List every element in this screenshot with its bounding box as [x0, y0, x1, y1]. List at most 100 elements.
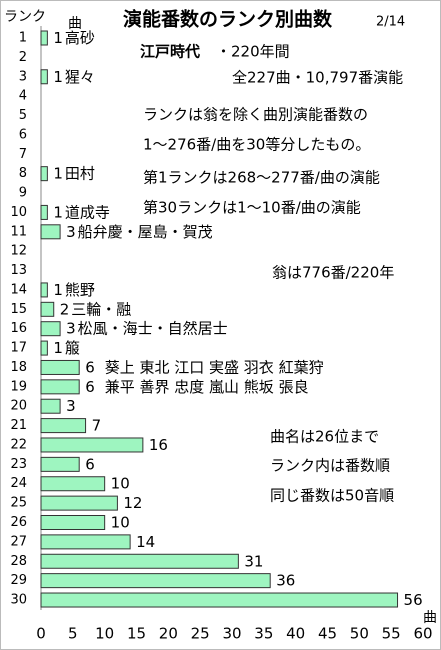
y-tick-label: 25 [10, 496, 27, 511]
bar [40, 476, 106, 492]
annotation: 第30ランクは1～10番/曲の演能 [143, 199, 361, 217]
bar [40, 592, 399, 608]
x-axis-label: 曲 [423, 610, 437, 626]
y-tick-label: 19 [10, 379, 27, 394]
value-label: 1 道成寺 [53, 203, 110, 221]
value-number: 1 [53, 29, 63, 47]
x-tick-label: 45 [318, 625, 337, 643]
bar [40, 204, 48, 220]
y-tick-label: 22 [10, 437, 27, 452]
y-tick-label: 4 [19, 89, 27, 104]
y-tick-label: 5 [19, 108, 27, 123]
value-number: 12 [123, 494, 142, 512]
piece-names: 道成寺 [65, 203, 110, 221]
value-label: 10 [111, 474, 130, 492]
value-label: 6 [85, 455, 95, 473]
bar [40, 30, 48, 46]
value-label: 12 [123, 494, 142, 512]
y-tick-label: 27 [10, 534, 27, 549]
value-number: 31 [244, 552, 263, 570]
x-tick-label: 30 [222, 625, 241, 643]
annotation: 同じ番数は50音順 [270, 487, 394, 505]
value-label: 56 [404, 591, 423, 609]
y-tick-label: 23 [10, 457, 27, 472]
annotation: 全227曲・10,797番演能 [232, 69, 403, 87]
y-tick-label: 8 [19, 166, 27, 181]
bar [40, 495, 118, 511]
y-tick-label: 28 [10, 554, 27, 569]
annotation: 第1ランクは268～277番/曲の演能 [143, 169, 380, 187]
value-label: 31 [244, 552, 263, 570]
piece-names: 高砂 [65, 29, 95, 47]
value-number: 10 [111, 474, 130, 492]
piece-names: 船弁慶・屋島・賀茂 [78, 222, 213, 240]
value-label: 3 船弁慶・屋島・賀茂 [66, 222, 213, 240]
value-label: 3 [66, 397, 76, 415]
y-unit-label: 曲 [68, 16, 82, 32]
value-number: 3 [66, 222, 76, 240]
annotation: 翁は776番/220年 [272, 264, 394, 282]
value-number: 6 [85, 455, 95, 473]
chart-title: 演能番数のランク別曲数 [123, 8, 333, 31]
y-tick-label: 15 [10, 302, 27, 317]
value-number: 1 [53, 280, 63, 298]
value-label: 16 [149, 435, 168, 453]
piece-names: 松風・海士・自然居士 [78, 319, 228, 337]
value-label: 1 熊野 [53, 280, 95, 298]
value-label: 1 高砂 [53, 29, 95, 47]
value-number: 56 [404, 591, 423, 609]
annotation: 曲名は26位まで [270, 428, 379, 446]
annotation: ランク内は番数順 [270, 457, 390, 475]
piece-names: 猩々 [65, 67, 95, 85]
value-label: 7 [92, 416, 102, 434]
x-tick-label: 10 [95, 625, 114, 643]
value-label: 6 兼平 善界 忠度 嵐山 熊坂 張良 [85, 377, 308, 395]
bar [40, 321, 61, 337]
y-tick-label: 12 [10, 244, 27, 259]
annotation: ランクは翁を除く曲別演能番数の [143, 106, 368, 124]
bar [40, 573, 271, 589]
value-number: 2 [60, 300, 70, 318]
value-number: 1 [53, 203, 63, 221]
y-tick-label: 29 [10, 573, 27, 588]
bar [40, 456, 80, 472]
x-tick-label: 40 [286, 625, 305, 643]
value-label: 2 三輪・融 [60, 300, 132, 318]
value-label: 36 [276, 571, 295, 589]
x-tick-label: 60 [413, 625, 432, 643]
piece-names: 箙 [65, 339, 80, 357]
x-tick-label: 55 [382, 625, 401, 643]
y-tick-label: 7 [19, 147, 27, 162]
bar [40, 359, 80, 375]
annotation: 1～276番/曲を30等分したもの。 [143, 136, 370, 154]
value-number: 3 [66, 397, 76, 415]
value-label: 1 田村 [53, 164, 95, 182]
chart-subtitle: 2/14 [376, 15, 405, 30]
value-label: 14 [136, 532, 155, 550]
y-tick-label: 1 [19, 31, 27, 46]
value-number: 1 [53, 67, 63, 85]
bar [40, 398, 61, 414]
y-tick-label: 18 [10, 360, 27, 375]
y-tick-label: 6 [19, 127, 27, 142]
piece-names: 葵上 東北 江口 実盛 羽衣 紅葉狩 [105, 358, 324, 376]
piece-names: 田村 [65, 164, 95, 182]
bar [40, 379, 80, 395]
bar [40, 224, 61, 240]
y-tick-label: 24 [10, 476, 27, 491]
y-tick-label: 2 [19, 50, 27, 65]
value-number: 6 [85, 358, 95, 376]
value-number: 16 [149, 435, 168, 453]
y-tick-label: 3 [19, 69, 27, 84]
y-axis-label: ランク [4, 9, 46, 25]
x-tick-label: 20 [159, 625, 178, 643]
x-tick-label: 15 [127, 625, 146, 643]
y-tick-label: 26 [10, 515, 27, 530]
bar [40, 340, 48, 356]
value-label: 1 猩々 [53, 67, 95, 85]
annotation: 江戸時代 [140, 43, 200, 61]
value-label: 6 葵上 東北 江口 実盛 羽衣 紅葉狩 [85, 358, 323, 376]
piece-names: 三輪・融 [71, 300, 131, 318]
y-tick-label: 21 [10, 418, 27, 433]
